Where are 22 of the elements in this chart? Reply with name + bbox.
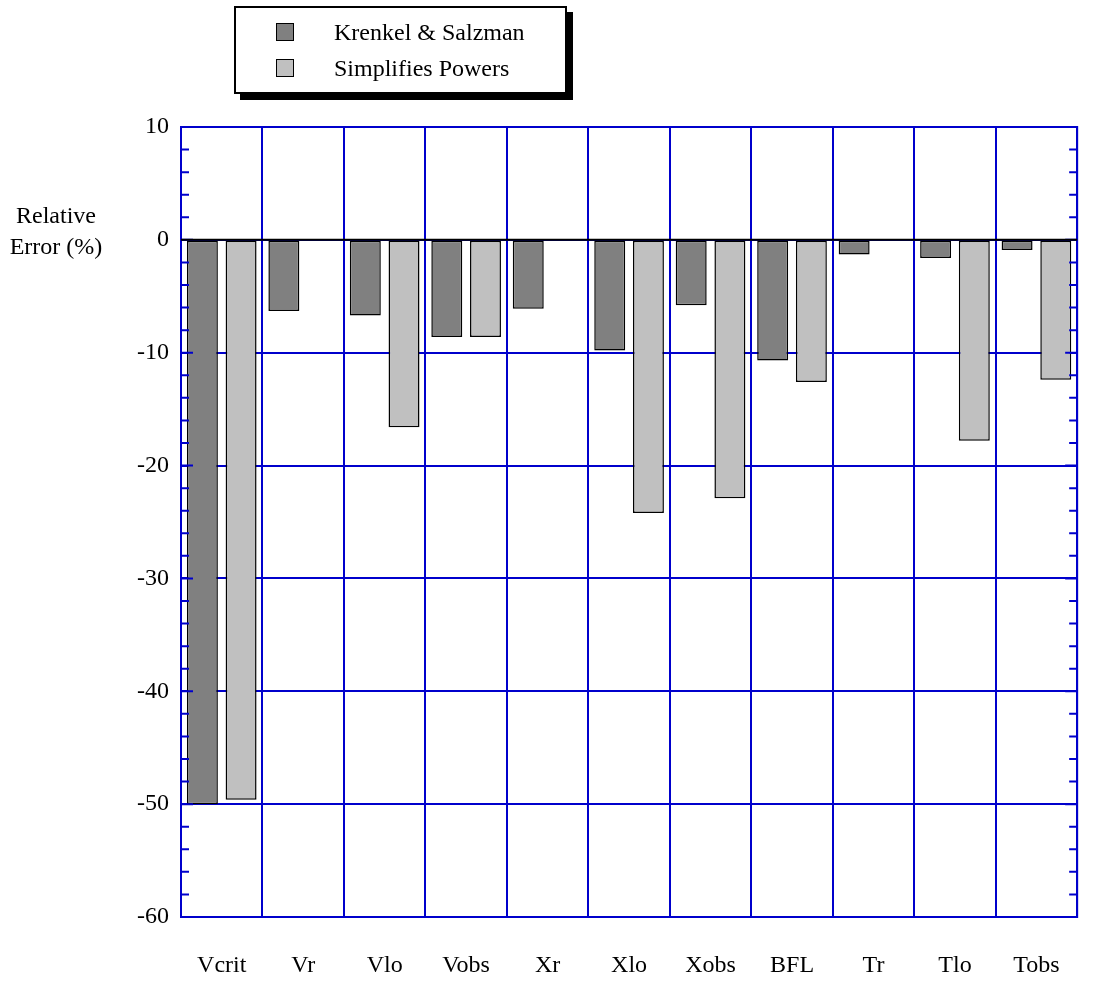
y-tick-label: -40 [137,676,169,703]
x-tick-label: Vobs [442,950,490,977]
x-tick-label: Xr [534,950,561,977]
x-tick-label: Xlo [611,950,648,977]
y-tick-label: 10 [145,112,169,139]
x-tick-label: Tobs [1013,950,1060,977]
x-tick-label: Vcrit [197,950,247,977]
x-tick-label: Vr [291,950,316,977]
y-tick-label: -20 [137,450,169,477]
y-tick-label: -60 [137,902,169,929]
legend-label: Simplifies Powers [334,54,510,82]
x-tick-label: Vlo [366,950,403,977]
y-tick-label: -50 [137,789,169,816]
x-tick-label: Xobs [685,950,736,977]
y-tick-label: 0 [157,225,169,252]
legend-label: Krenkel & Salzman [334,18,525,46]
x-tick-label: BFL [770,950,815,977]
x-tick-label: Tlo [938,950,972,977]
y-tick-label: -30 [137,563,169,590]
x-tick-label: Tr [862,950,885,977]
y-tick-label: -10 [137,338,169,365]
y-axis-title: Relative Error (%) [8,201,104,261]
